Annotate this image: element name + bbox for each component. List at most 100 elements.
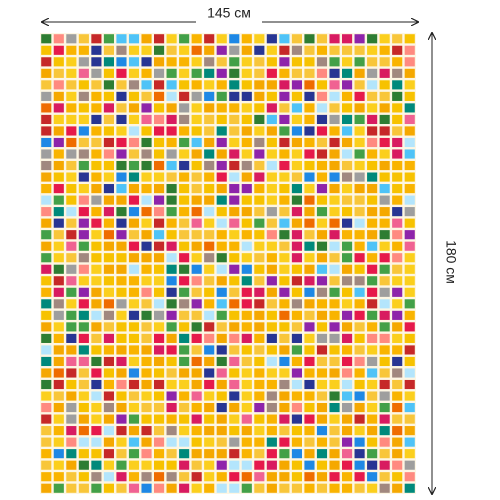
tile [291, 379, 302, 390]
tile [354, 460, 365, 470]
tile [204, 379, 215, 390]
tile [116, 356, 127, 367]
tile [166, 310, 177, 320]
tile [254, 241, 265, 251]
tile [128, 276, 140, 286]
tile [392, 80, 403, 90]
tile [392, 264, 403, 274]
tile [116, 103, 127, 113]
tile [78, 160, 89, 171]
tile [316, 160, 328, 171]
tile [342, 45, 353, 55]
tile [116, 218, 127, 228]
tile [367, 91, 378, 101]
tile [329, 345, 340, 355]
tile [304, 379, 315, 390]
tile [291, 103, 302, 113]
tile [216, 299, 227, 309]
tile [179, 483, 190, 493]
tile [103, 57, 114, 67]
tile [241, 472, 252, 482]
tile [279, 68, 290, 78]
tile [329, 57, 340, 67]
tile [53, 460, 64, 470]
tile [291, 80, 302, 90]
tile [316, 403, 328, 413]
tile [179, 160, 190, 171]
tile [216, 368, 227, 378]
tile [103, 184, 114, 194]
tile [266, 218, 277, 228]
tile [291, 403, 302, 413]
tile [329, 356, 340, 367]
tile [141, 310, 152, 320]
tile [216, 45, 227, 55]
tile [266, 68, 277, 78]
tile [53, 34, 64, 44]
tile [41, 310, 52, 320]
tile [191, 57, 202, 67]
tile [179, 472, 190, 482]
tile [78, 114, 89, 125]
tile [166, 356, 177, 367]
tile [367, 218, 378, 228]
tile [66, 114, 77, 125]
tile [191, 137, 202, 148]
tile [291, 368, 302, 378]
tile [342, 184, 353, 194]
tile [229, 195, 240, 205]
tile [166, 137, 177, 148]
tile [229, 426, 240, 436]
tile [354, 218, 365, 228]
tile [266, 287, 277, 297]
tile [367, 45, 378, 55]
tile [354, 184, 365, 194]
tile [379, 57, 390, 67]
tile [404, 195, 415, 205]
tile [254, 172, 265, 182]
tile [291, 356, 302, 367]
tile [279, 356, 290, 367]
tile [279, 253, 290, 263]
tile [291, 310, 302, 320]
tile [78, 414, 89, 424]
tile [128, 172, 140, 182]
tile [316, 345, 328, 355]
tile [266, 437, 277, 447]
tile [41, 449, 52, 459]
tile [78, 483, 89, 493]
tile [241, 391, 252, 401]
tile [91, 160, 102, 171]
tile [216, 195, 227, 205]
tile [191, 368, 202, 378]
tile [103, 241, 114, 251]
tile [103, 460, 114, 470]
tile [204, 437, 215, 447]
tile [392, 414, 403, 424]
tile [204, 414, 215, 424]
tile [367, 68, 378, 78]
tile [354, 172, 365, 182]
tile [304, 160, 315, 171]
tile [191, 460, 202, 470]
tile [166, 34, 177, 44]
tile [367, 483, 378, 493]
tile [379, 149, 390, 159]
tile [41, 114, 52, 125]
tile [216, 356, 227, 367]
tile [191, 414, 202, 424]
tile [216, 345, 227, 355]
tile [379, 126, 390, 136]
tile [354, 264, 365, 274]
tile [367, 114, 378, 125]
tile [354, 80, 365, 90]
tile [204, 184, 215, 194]
tile [128, 253, 140, 263]
tile [354, 403, 365, 413]
tile [354, 45, 365, 55]
tile [354, 379, 365, 390]
tile [379, 460, 390, 470]
tile [41, 426, 52, 436]
tile [291, 437, 302, 447]
tile [392, 483, 403, 493]
